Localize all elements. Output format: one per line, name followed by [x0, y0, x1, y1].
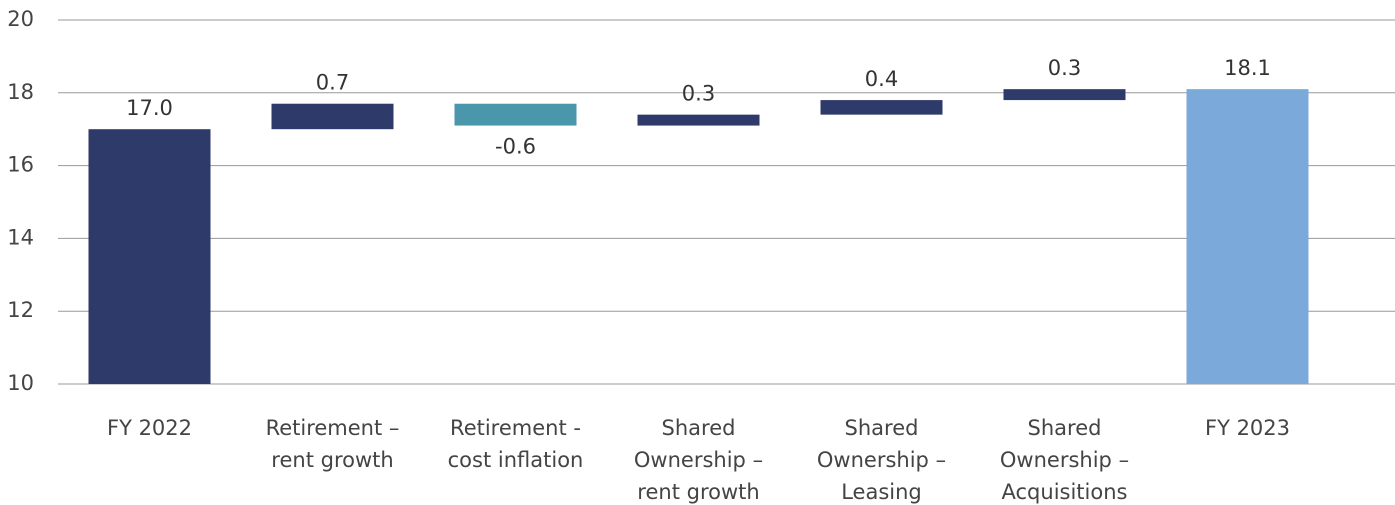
bar [1186, 89, 1309, 384]
y-tick-label: 12 [7, 298, 34, 322]
bar [271, 103, 394, 130]
value-label: 0.7 [316, 71, 349, 95]
value-label: 17.0 [126, 96, 173, 120]
x-tick-label: Shared Ownership – Acquisitions [1000, 416, 1129, 504]
bar [88, 129, 211, 384]
value-label: 0.3 [1048, 56, 1081, 80]
x-tick-label: Shared Ownership – Leasing [817, 416, 946, 504]
y-tick-label: 14 [7, 225, 34, 249]
x-tick-label: Retirement -cost inflation [448, 416, 584, 472]
bar [820, 100, 943, 115]
bar [637, 114, 760, 126]
y-tick-label: 18 [7, 80, 34, 104]
x-tick-label: FY 2022 [107, 416, 192, 440]
value-label: 18.1 [1224, 56, 1271, 80]
value-label: -0.6 [495, 135, 536, 159]
y-tick-label: 16 [7, 153, 34, 177]
bar [1003, 89, 1126, 101]
x-tick-label: FY 2023 [1205, 416, 1290, 440]
y-tick-label: 10 [7, 371, 34, 395]
value-label: 0.4 [865, 67, 898, 91]
bar [454, 103, 577, 126]
x-tick-label: Retirement – rent growth [266, 416, 400, 472]
value-label: 0.3 [682, 82, 715, 106]
x-tick-label: Shared Ownership – rent growth [634, 416, 763, 504]
y-tick-label: 20 [7, 7, 34, 31]
